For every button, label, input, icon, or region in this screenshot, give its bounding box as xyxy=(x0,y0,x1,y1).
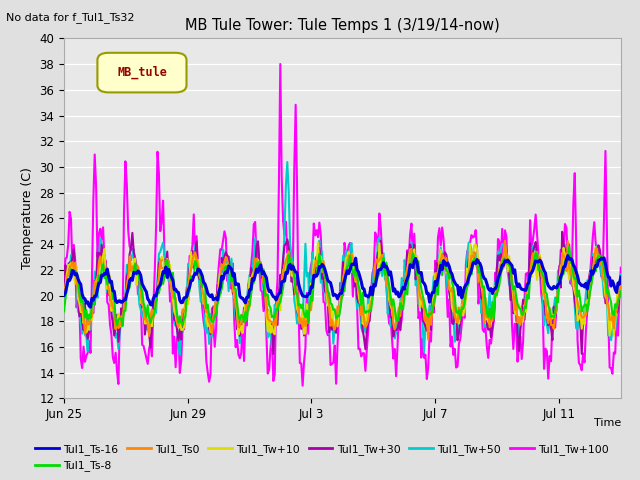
Tul1_Tw+10 xyxy=(127,261,135,266)
Tul1_Ts-16 xyxy=(129,277,136,283)
Y-axis label: Temperature (C): Temperature (C) xyxy=(20,168,34,269)
Tul1_Ts0 xyxy=(467,263,474,269)
Tul1_Ts0 xyxy=(501,238,509,243)
Tul1_Tw+50 xyxy=(127,257,135,263)
Tul1_Tw+30 xyxy=(127,245,135,251)
Tul1_Ts-16 xyxy=(282,270,290,276)
Text: MB_tule: MB_tule xyxy=(117,66,167,79)
Tul1_Tw+50 xyxy=(282,183,290,189)
Tul1_Tw+10 xyxy=(412,264,419,269)
Tul1_Ts0 xyxy=(424,336,432,342)
Tul1_Tw+100 xyxy=(241,318,249,324)
Tul1_Ts0 xyxy=(463,280,471,286)
Tul1_Tw+100 xyxy=(127,247,135,252)
Tul1_Tw+10 xyxy=(60,288,68,294)
Text: No data for f_Tul1_Ts32: No data for f_Tul1_Ts32 xyxy=(6,12,135,23)
Tul1_Tw+50 xyxy=(413,277,421,283)
Tul1_Tw+50 xyxy=(465,240,472,246)
Tul1_Ts-16 xyxy=(564,253,572,259)
Line: Tul1_Tw+100: Tul1_Tw+100 xyxy=(64,64,621,385)
Line: Tul1_Ts-8: Tul1_Ts-8 xyxy=(64,247,621,326)
Line: Tul1_Tw+10: Tul1_Tw+10 xyxy=(64,243,621,336)
Tul1_Tw+30 xyxy=(412,276,419,282)
Tul1_Ts-8 xyxy=(565,244,573,250)
Tul1_Ts-16 xyxy=(243,294,251,300)
Tul1_Tw+30 xyxy=(558,229,566,235)
Tul1_Tw+100 xyxy=(282,219,290,225)
Tul1_Ts-8 xyxy=(129,275,136,280)
Tul1_Tw+100 xyxy=(465,260,472,266)
Tul1_Tw+100 xyxy=(276,61,284,67)
Tul1_Ts-8 xyxy=(60,309,68,314)
Legend: Tul1_Ts-16, Tul1_Ts-8, Tul1_Ts0, Tul1_Tw+10, Tul1_Tw+30, Tul1_Tw+50, Tul1_Tw+100: Tul1_Ts-16, Tul1_Ts-8, Tul1_Ts0, Tul1_Tw… xyxy=(31,440,613,476)
Tul1_Ts-16 xyxy=(60,292,68,298)
Tul1_Ts0 xyxy=(127,268,135,274)
Tul1_Tw+10 xyxy=(463,265,471,271)
Tul1_Ts-8 xyxy=(119,323,127,329)
Tul1_Ts0 xyxy=(281,262,289,268)
Tul1_Tw+100 xyxy=(468,232,476,238)
Tul1_Tw+30 xyxy=(282,241,290,247)
Tul1_Ts-8 xyxy=(412,264,419,269)
Tul1_Tw+50 xyxy=(468,247,476,253)
Tul1_Tw+30 xyxy=(241,316,249,322)
Tul1_Tw+30 xyxy=(617,285,625,290)
Tul1_Ts-16 xyxy=(617,274,625,280)
Tul1_Tw+30 xyxy=(60,287,68,292)
Tul1_Tw+10 xyxy=(281,275,289,281)
Tul1_Tw+100 xyxy=(299,383,307,388)
Tul1_Ts-16 xyxy=(412,255,419,261)
Tul1_Tw+10 xyxy=(610,333,618,338)
Tul1_Tw+100 xyxy=(413,271,421,277)
Line: Tul1_Ts-16: Tul1_Ts-16 xyxy=(64,256,621,307)
Tul1_Tw+30 xyxy=(463,272,471,277)
Line: Tul1_Tw+50: Tul1_Tw+50 xyxy=(64,162,621,354)
Tul1_Tw+30 xyxy=(467,255,474,261)
Title: MB Tule Tower: Tule Temps 1 (3/19/14-now): MB Tule Tower: Tule Temps 1 (3/19/14-now… xyxy=(185,18,500,33)
FancyBboxPatch shape xyxy=(97,53,186,92)
Tul1_Ts-8 xyxy=(463,284,471,289)
Tul1_Tw+30 xyxy=(269,351,277,357)
Tul1_Tw+50 xyxy=(617,271,625,277)
Tul1_Tw+50 xyxy=(243,300,251,305)
Tul1_Ts0 xyxy=(241,317,249,323)
Tul1_Tw+10 xyxy=(241,300,249,305)
Tul1_Tw+50 xyxy=(284,159,291,165)
Tul1_Ts0 xyxy=(410,255,418,261)
Tul1_Ts-16 xyxy=(463,280,471,286)
Tul1_Ts-8 xyxy=(617,288,625,294)
Tul1_Tw+50 xyxy=(176,351,184,357)
Tul1_Tw+10 xyxy=(314,240,322,246)
Tul1_Ts-8 xyxy=(282,272,290,278)
Tul1_Tw+10 xyxy=(467,241,474,247)
Tul1_Tw+50 xyxy=(60,288,68,294)
Tul1_Ts0 xyxy=(60,287,68,292)
Tul1_Ts0 xyxy=(617,275,625,280)
Tul1_Tw+10 xyxy=(617,286,625,291)
Line: Tul1_Ts0: Tul1_Ts0 xyxy=(64,240,621,339)
Tul1_Tw+100 xyxy=(617,265,625,271)
Tul1_Ts-8 xyxy=(243,317,251,323)
Tul1_Ts-16 xyxy=(467,271,474,277)
Tul1_Tw+100 xyxy=(60,285,68,291)
Line: Tul1_Tw+30: Tul1_Tw+30 xyxy=(64,232,621,354)
Text: Time: Time xyxy=(593,418,621,428)
Tul1_Ts-8 xyxy=(467,266,474,272)
Tul1_Ts-16 xyxy=(86,304,94,310)
